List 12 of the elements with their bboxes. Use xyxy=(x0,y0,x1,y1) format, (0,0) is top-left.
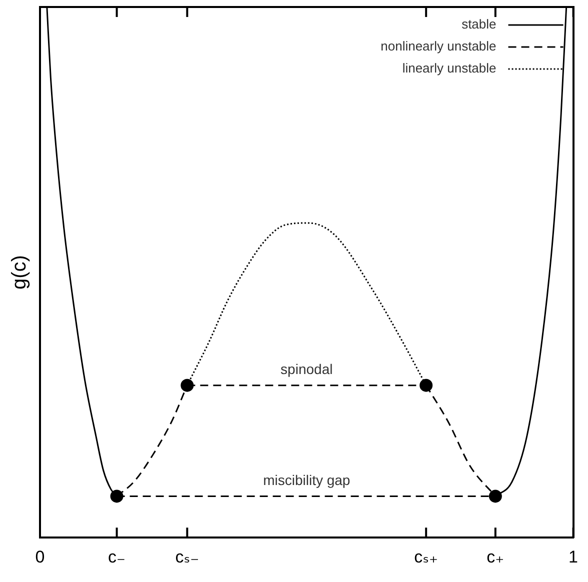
x-tick-label: c₊ xyxy=(486,547,504,566)
x-tick-label: cₛ₋ xyxy=(175,547,200,566)
legend-label: linearly unstable xyxy=(402,60,496,76)
annotation: miscibility gap xyxy=(263,472,350,488)
legend-label: stable xyxy=(462,16,496,32)
x-tick-label: 0 xyxy=(35,547,45,566)
legend-label: nonlinearly unstable xyxy=(380,38,496,54)
y-axis-title: g(c) xyxy=(8,255,31,290)
x-tick-label: cₛ₊ xyxy=(414,547,438,566)
x-tick-label: 1 xyxy=(568,547,578,566)
x-tick-label: c₋ xyxy=(108,547,126,566)
annotation: spinodal xyxy=(280,361,333,378)
